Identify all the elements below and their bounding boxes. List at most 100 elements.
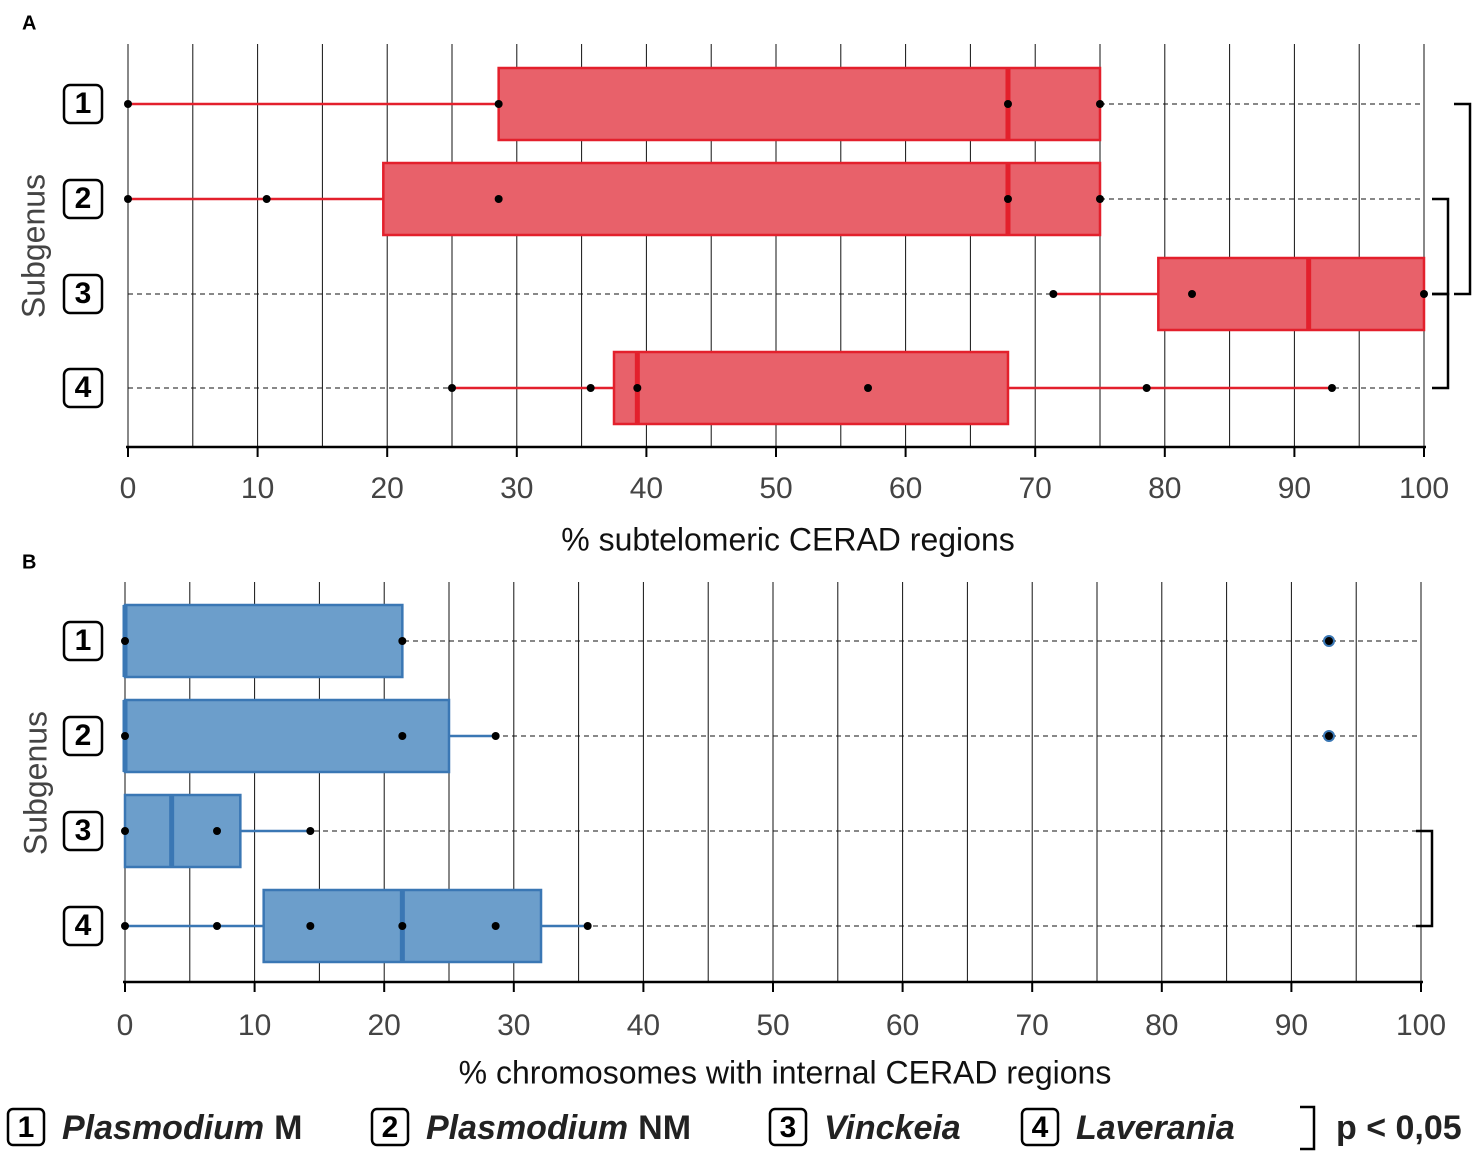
legend-genus-name: Plasmodium <box>426 1109 628 1147</box>
x-tick-label: 30 <box>500 472 533 505</box>
legend-text: Plasmodium M <box>62 1109 303 1147</box>
row-label-box <box>62 810 104 852</box>
legend-number-box <box>768 1107 808 1147</box>
data-point <box>398 922 407 930</box>
row-label: 1 <box>75 87 92 120</box>
data-point <box>121 827 129 835</box>
row-label: 2 <box>75 182 92 215</box>
x-tick-label: 90 <box>1278 472 1311 505</box>
data-point <box>491 732 500 740</box>
row-label-box <box>62 367 104 409</box>
x-tick-label: 60 <box>889 472 922 505</box>
box-group-1 <box>121 603 1421 679</box>
data-point <box>494 195 503 203</box>
row-label-box <box>62 273 104 315</box>
data-point <box>398 637 407 645</box>
x-tick-label: 0 <box>120 472 137 505</box>
data-point <box>1003 195 1012 203</box>
row-label-box <box>62 178 104 220</box>
legend-item-3: 3 Vinckeia <box>768 1107 961 1147</box>
x-tick-label: 50 <box>759 472 792 505</box>
x-axis-label: % subtelomeric CERAD regions <box>561 521 1015 557</box>
data-point <box>1420 290 1428 298</box>
legend-suffix: NM <box>638 1109 691 1147</box>
x-tick-label: 0 <box>117 1009 134 1042</box>
significance-bracket <box>1432 197 1450 296</box>
x-tick-label: 90 <box>1275 1009 1308 1042</box>
box-group-3 <box>121 793 1421 869</box>
box-iqr <box>1157 256 1426 332</box>
row-label: 1 <box>75 624 92 657</box>
row-label: 4 <box>75 371 92 404</box>
box-group-2 <box>121 698 1421 774</box>
row-label: 3 <box>75 814 92 847</box>
box-group-2 <box>124 161 1424 237</box>
significance-bracket <box>1432 292 1450 390</box>
x-axis-label: % chromosomes with internal CERAD region… <box>459 1054 1112 1090</box>
legend-number-box <box>370 1107 410 1147</box>
data-point <box>1142 384 1151 392</box>
row-label: 2 <box>75 719 92 752</box>
row-label-box <box>62 715 104 757</box>
legend-number: 3 <box>780 1111 797 1144</box>
legend-item-1: 1 Plasmodium M <box>6 1107 303 1147</box>
data-point <box>121 732 129 740</box>
legend-number-box <box>1020 1107 1060 1147</box>
outlier-point <box>1322 730 1335 742</box>
box-group-3 <box>128 256 1428 332</box>
x-tick-label: 30 <box>497 1009 530 1042</box>
x-tick-label: 60 <box>886 1009 919 1042</box>
data-point <box>306 827 315 835</box>
data-point <box>864 384 873 392</box>
box-group-4 <box>121 888 1421 964</box>
y-axis-label: Subgenus <box>15 174 51 318</box>
data-point <box>1096 100 1104 108</box>
data-point <box>121 637 129 645</box>
significance-bracket <box>1416 829 1434 928</box>
data-point <box>1096 195 1104 203</box>
data-point <box>586 384 595 392</box>
data-point <box>262 195 271 203</box>
box-iqr <box>123 793 242 869</box>
legend-number: 1 <box>18 1111 35 1144</box>
data-point <box>124 195 132 203</box>
x-tick-label: 80 <box>1145 1009 1178 1042</box>
x-tick-label: 100 <box>1399 472 1449 505</box>
row-label: 4 <box>75 909 92 942</box>
data-point <box>1327 384 1336 392</box>
x-tick-label: 40 <box>627 1009 660 1042</box>
legend-genus-name: Vinckeia <box>824 1109 961 1147</box>
legend-genus-name: Laverania <box>1076 1109 1235 1147</box>
data-point <box>494 100 503 108</box>
data-point <box>213 922 222 930</box>
x-tick-label: 20 <box>371 472 404 505</box>
x-tick-label: 40 <box>630 472 663 505</box>
data-point <box>124 100 132 108</box>
legend-genus-name: Plasmodium <box>62 1109 264 1147</box>
x-tick-label: 80 <box>1148 472 1181 505</box>
data-point <box>1003 100 1012 108</box>
y-axis-label: Subgenus <box>17 711 53 855</box>
legend-number-box <box>6 1107 46 1147</box>
legend-bracket-icon <box>1300 1105 1316 1151</box>
box-iqr <box>123 603 404 679</box>
data-point <box>121 922 129 930</box>
x-tick-label: 20 <box>368 1009 401 1042</box>
x-tick-label: 10 <box>241 472 274 505</box>
legend-text: Plasmodium NM <box>426 1109 691 1147</box>
legend-significance-label: p < 0,05 <box>1336 1109 1462 1147</box>
data-point <box>398 732 407 740</box>
data-point <box>1188 290 1197 298</box>
legend-item-4: 4 Laverania <box>1020 1107 1235 1147</box>
x-tick-label: 70 <box>1019 472 1052 505</box>
box-iqr <box>123 698 451 774</box>
legend: 1 Plasmodium M 2 Plasmodium NM 3 Vinckeia 4 Laver… <box>6 1105 1462 1151</box>
panel-label: A <box>22 12 36 34</box>
box-group-1 <box>124 66 1424 142</box>
row-label-box <box>62 905 104 947</box>
significance-bracket <box>1454 102 1472 296</box>
box-iqr <box>382 161 1102 237</box>
